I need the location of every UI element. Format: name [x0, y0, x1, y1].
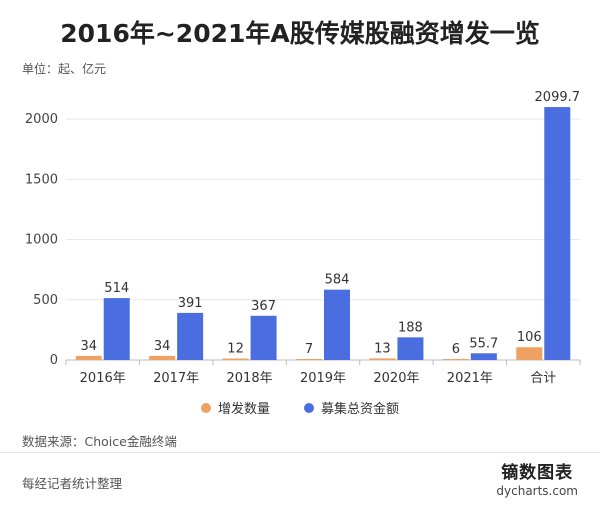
legend-item-amount[interactable]: 募集总资金额: [304, 398, 399, 417]
legend-label-amount: 募集总资金额: [321, 402, 400, 417]
legend-item-count[interactable]: 增发数量: [200, 398, 270, 417]
bar-count: [442, 359, 469, 360]
author-note: 每经记者统计整理: [22, 476, 123, 491]
legend: 增发数量 募集总资金额: [0, 398, 600, 417]
legend-swatch-amount: [304, 402, 314, 413]
data-label: 34: [154, 339, 171, 354]
y-tick-label: 500: [33, 293, 58, 308]
data-label: 188: [398, 320, 423, 335]
bar-amount: [544, 107, 571, 360]
x-tick-label: 2019年: [300, 371, 346, 386]
y-tick-label: 1000: [25, 233, 58, 248]
unit-label: 单位：起、亿元: [22, 62, 107, 76]
bar-count: [296, 359, 322, 360]
bar-amount: [250, 315, 277, 360]
data-source: 数据来源：Choice金融终端: [22, 434, 177, 449]
bar-count: [149, 355, 176, 360]
data-label: 106: [517, 330, 542, 345]
data-label: 6: [452, 342, 460, 357]
bar-chart: 0 500 1000 1500 2000 34 514 2016年 34 391 2017年 12 36…: [25, 90, 581, 386]
chart-title: 2016年~2021年A股传媒股融资增发一览: [60, 19, 540, 48]
x-tick-label: 2020年: [373, 371, 419, 386]
data-label: 34: [80, 339, 97, 354]
legend-swatch-count: [200, 402, 211, 413]
x-tick-label: 2016年: [80, 371, 126, 386]
data-label: 7: [305, 342, 313, 357]
bar-amount: [470, 353, 497, 360]
data-label: 13: [374, 341, 391, 356]
data-label: 584: [325, 273, 350, 288]
y-tick-label: 0: [50, 353, 58, 368]
legend-label-count: 增发数量: [217, 402, 270, 417]
bar-amount: [324, 289, 350, 360]
y-tick-label: 1500: [25, 172, 58, 187]
bar-count: [369, 358, 396, 360]
x-tick-label: 2021年: [447, 371, 493, 386]
divider: [0, 452, 600, 453]
brand-logo: 镝数图表 dycharts.com: [496, 458, 578, 498]
bar-count: [516, 347, 543, 360]
bar-amount: [177, 312, 204, 360]
data-label: 2099.7: [535, 90, 581, 105]
data-label: 12: [227, 342, 244, 357]
data-label: 391: [178, 296, 203, 311]
bar-count: [222, 358, 249, 360]
bar-count: [75, 355, 102, 360]
x-tick-label: 2017年: [153, 371, 199, 386]
data-label: 55.7: [469, 336, 498, 351]
brand-url: dycharts.com: [496, 484, 578, 498]
y-tick-label: 2000: [25, 112, 58, 127]
bar-amount: [397, 337, 424, 360]
data-label: 514: [104, 281, 129, 296]
data-label: 367: [251, 299, 276, 314]
x-tick-label: 合计: [530, 371, 556, 386]
x-tick-label: 2018年: [227, 371, 273, 386]
bar-amount: [103, 298, 130, 360]
brand-name: 镝数图表: [501, 463, 574, 483]
